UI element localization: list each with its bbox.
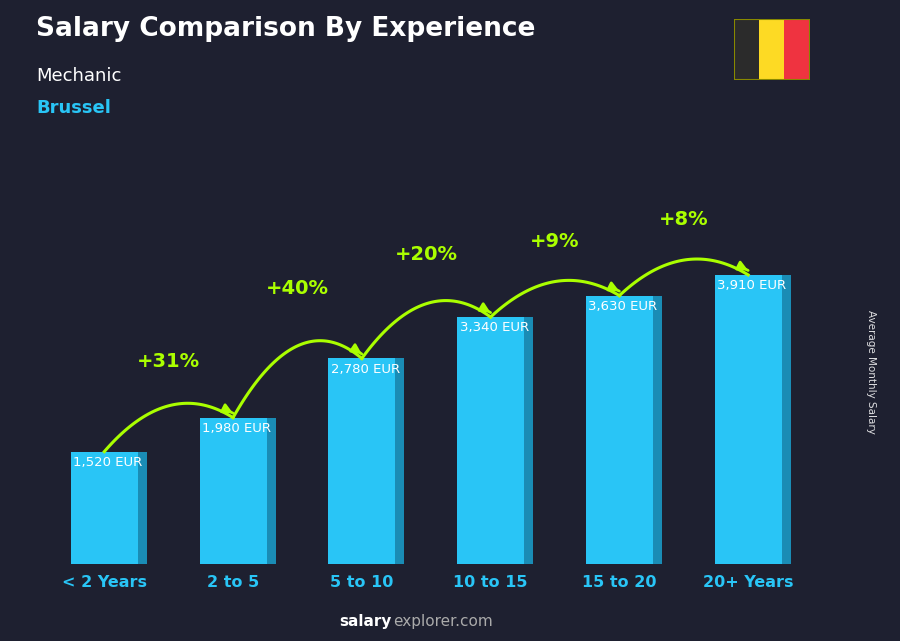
Text: salary: salary bbox=[339, 615, 392, 629]
Text: +20%: +20% bbox=[395, 245, 458, 264]
Text: 1,520 EUR: 1,520 EUR bbox=[74, 456, 142, 469]
Bar bbox=[200, 418, 266, 564]
Text: 3,910 EUR: 3,910 EUR bbox=[717, 279, 787, 292]
Bar bbox=[785, 19, 810, 80]
Text: +40%: +40% bbox=[266, 279, 328, 298]
Text: +9%: +9% bbox=[530, 232, 580, 251]
Bar bbox=[395, 358, 404, 564]
Text: Average Monthly Salary: Average Monthly Salary bbox=[866, 310, 877, 434]
Bar bbox=[781, 275, 791, 564]
Text: 3,340 EUR: 3,340 EUR bbox=[460, 322, 529, 335]
Text: +8%: +8% bbox=[659, 210, 708, 229]
Text: 2,780 EUR: 2,780 EUR bbox=[331, 363, 400, 376]
Text: Mechanic: Mechanic bbox=[36, 67, 122, 85]
Text: 3,630 EUR: 3,630 EUR bbox=[589, 300, 658, 313]
Bar bbox=[652, 296, 662, 564]
Bar bbox=[328, 358, 395, 564]
Text: Brussel: Brussel bbox=[36, 99, 111, 117]
Bar bbox=[457, 317, 524, 564]
Text: 1,980 EUR: 1,980 EUR bbox=[202, 422, 271, 435]
Bar bbox=[138, 452, 147, 564]
Bar bbox=[715, 275, 781, 564]
Bar bbox=[586, 296, 652, 564]
Text: +31%: +31% bbox=[137, 352, 200, 371]
Text: Salary Comparison By Experience: Salary Comparison By Experience bbox=[36, 16, 536, 42]
Bar bbox=[71, 452, 138, 564]
Bar bbox=[266, 418, 275, 564]
Bar bbox=[734, 19, 759, 80]
Bar bbox=[759, 19, 785, 80]
Text: explorer.com: explorer.com bbox=[393, 615, 493, 629]
Bar bbox=[524, 317, 533, 564]
